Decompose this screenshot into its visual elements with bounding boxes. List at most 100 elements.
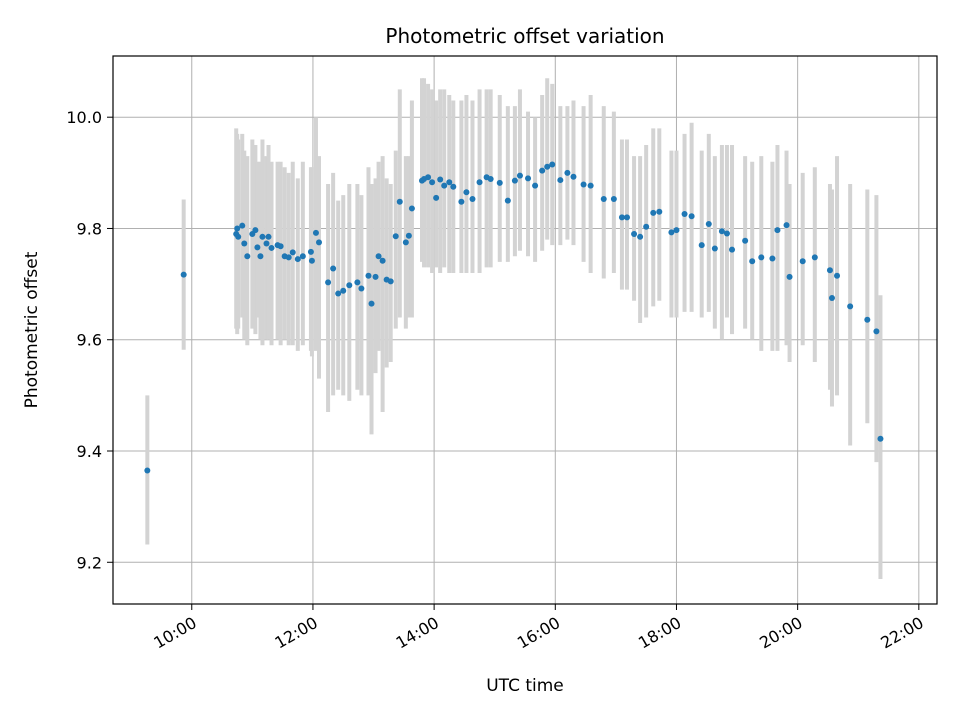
data-point xyxy=(437,176,444,183)
data-point xyxy=(375,253,382,260)
data-point xyxy=(864,316,871,323)
y-tick-label: 9.4 xyxy=(77,442,102,461)
data-point xyxy=(783,222,790,229)
data-point xyxy=(618,214,625,221)
data-point xyxy=(316,239,322,246)
data-point xyxy=(308,257,315,264)
data-point xyxy=(252,227,259,234)
y-tick-label: 10.0 xyxy=(66,108,102,127)
data-point xyxy=(673,227,680,234)
y-axis: 9.2 9.4 9.6 9.8 10.0 xyxy=(66,108,113,572)
y-tick-label: 9.8 xyxy=(77,219,102,238)
data-point xyxy=(346,282,353,289)
data-point xyxy=(396,198,403,205)
data-point xyxy=(549,161,556,168)
data-point xyxy=(557,177,564,184)
data-point xyxy=(758,254,765,261)
data-point xyxy=(392,233,399,240)
data-point xyxy=(446,179,453,186)
data-point xyxy=(263,240,270,247)
data-point xyxy=(469,195,476,202)
data-point xyxy=(749,258,756,265)
data-point xyxy=(705,221,712,228)
data-point xyxy=(811,254,818,261)
data-point xyxy=(425,174,432,181)
data-point xyxy=(786,273,793,280)
data-point xyxy=(277,243,284,250)
data-point xyxy=(299,253,306,260)
data-point xyxy=(441,182,448,189)
data-point xyxy=(405,232,412,239)
data-point xyxy=(610,195,617,202)
data-point xyxy=(340,287,347,294)
data-point xyxy=(433,194,440,201)
data-point xyxy=(358,285,365,292)
data-point xyxy=(698,242,705,249)
x-tick-label: 16:00 xyxy=(514,613,563,653)
data-point xyxy=(873,328,880,335)
data-point xyxy=(643,223,650,230)
data-point xyxy=(379,257,386,264)
data-point xyxy=(450,183,457,190)
data-point xyxy=(244,253,251,260)
data-point xyxy=(268,244,275,251)
data-point xyxy=(539,167,546,174)
chart-title: Photometric offset variation xyxy=(385,24,664,48)
data-point xyxy=(285,254,292,261)
x-tick-label: 18:00 xyxy=(635,613,684,653)
data-point xyxy=(718,228,725,235)
data-point xyxy=(532,182,539,189)
data-point xyxy=(330,265,337,272)
data-point xyxy=(476,179,483,186)
x-tick-label: 14:00 xyxy=(393,613,442,653)
data-point xyxy=(826,267,833,274)
data-point xyxy=(354,279,361,286)
data-point xyxy=(259,233,266,240)
x-axis-title: UTC time xyxy=(486,676,564,696)
x-tick-label: 12:00 xyxy=(272,613,321,653)
data-point xyxy=(847,303,854,310)
data-point xyxy=(144,467,151,474)
data-point xyxy=(325,279,332,286)
data-point xyxy=(711,245,718,252)
data-point xyxy=(637,233,644,240)
data-point xyxy=(307,248,314,255)
data-point xyxy=(368,300,375,307)
data-point xyxy=(570,173,577,180)
data-point xyxy=(600,195,607,202)
data-point xyxy=(239,222,246,229)
data-point xyxy=(650,209,657,216)
data-point xyxy=(525,175,532,182)
data-point xyxy=(294,256,301,263)
data-point xyxy=(511,177,518,184)
data-point xyxy=(234,225,241,232)
x-axis: 10:00 12:00 14:00 16:00 18:00 20:00 22:00 xyxy=(150,604,927,653)
y-axis-title: Photometric offset xyxy=(22,251,42,408)
x-tick-label: 20:00 xyxy=(756,613,805,653)
plot-frame xyxy=(112,55,938,605)
y-tick-label: 9.6 xyxy=(77,331,102,350)
data-point xyxy=(429,179,436,186)
data-point xyxy=(516,172,523,179)
data-point xyxy=(564,169,571,176)
data-point xyxy=(623,214,630,221)
data-point xyxy=(681,211,688,218)
data-point xyxy=(257,253,264,260)
data-point xyxy=(387,278,394,285)
grid xyxy=(113,56,937,604)
data-point xyxy=(180,271,187,278)
data-point xyxy=(235,233,242,240)
data-point xyxy=(799,258,806,265)
data-point xyxy=(544,163,551,170)
data-point xyxy=(408,205,415,212)
data-point xyxy=(504,197,511,204)
data-point xyxy=(580,181,587,188)
error-bars xyxy=(145,78,883,579)
data-point xyxy=(656,208,663,215)
data-point xyxy=(265,233,272,240)
data-point xyxy=(289,249,296,256)
data-point xyxy=(402,239,409,246)
data-point xyxy=(834,272,841,279)
data-point xyxy=(458,198,465,205)
